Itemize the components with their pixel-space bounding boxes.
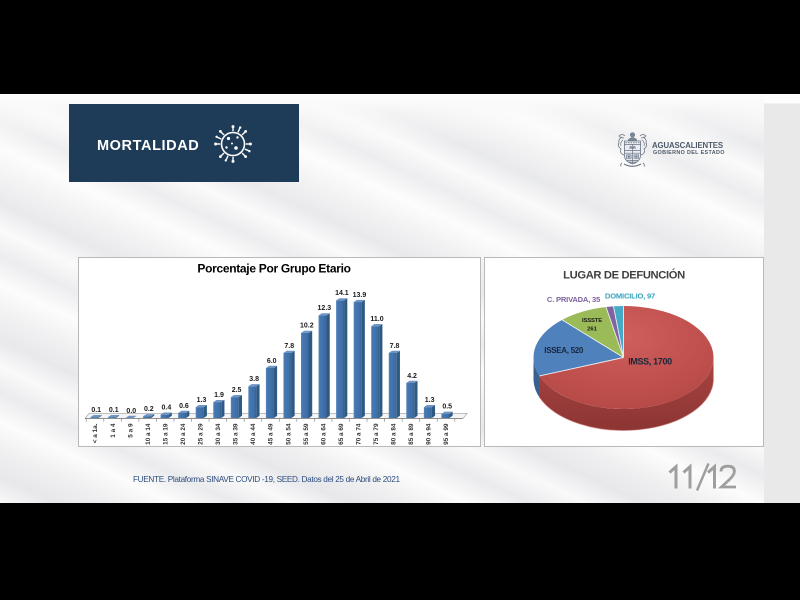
svg-text:11.0: 11.0 (370, 316, 383, 323)
svg-text:ISSSTE: ISSSTE (582, 318, 602, 324)
svg-text:3.8: 3.8 (249, 376, 259, 383)
svg-text:0.4: 0.4 (162, 404, 172, 411)
svg-text:1 a 4: 1 a 4 (110, 423, 117, 438)
svg-text:1.9: 1.9 (214, 392, 224, 399)
svg-text:10.2: 10.2 (300, 323, 314, 330)
svg-text:4.2: 4.2 (407, 373, 417, 380)
svg-text:7.8: 7.8 (390, 343, 400, 350)
svg-text:70 a 74: 70 a 74 (355, 423, 362, 445)
svg-text:35 a 39: 35 a 39 (233, 423, 240, 445)
svg-text:1.3: 1.3 (197, 397, 207, 404)
svg-text:60 a 64: 60 a 64 (320, 423, 327, 445)
svg-text:90 a 94: 90 a 94 (426, 423, 433, 445)
svg-text:LUGAR DE DEFUNCIÓN: LUGAR DE DEFUNCIÓN (563, 269, 685, 282)
svg-text:40 a 44: 40 a 44 (250, 423, 257, 445)
svg-text:12.3: 12.3 (318, 305, 332, 312)
svg-text:80 a 84: 80 a 84 (391, 423, 398, 445)
svg-text:0.2: 0.2 (144, 406, 154, 413)
svg-text:2.5: 2.5 (232, 387, 242, 394)
svg-text:0.1: 0.1 (91, 407, 101, 414)
svg-text:1.3: 1.3 (425, 397, 435, 404)
svg-text:10 a 14: 10 a 14 (145, 423, 152, 445)
svg-text:C. PRIVADA, 35: C. PRIVADA, 35 (547, 295, 601, 304)
svg-text:DOMICILIO, 97: DOMICILIO, 97 (605, 292, 655, 301)
svg-text:7.8: 7.8 (284, 343, 294, 350)
svg-text:< a 1a.: < a 1a. (92, 423, 99, 443)
svg-text:6.0: 6.0 (267, 358, 277, 365)
svg-text:65 a 69: 65 a 69 (338, 423, 345, 445)
svg-text:5 a 9: 5 a 9 (127, 423, 134, 438)
svg-text:75 a 79: 75 a 79 (373, 423, 380, 445)
svg-text:Porcentaje Por Grupo Etario: Porcentaje Por Grupo Etario (197, 262, 350, 276)
svg-text:14.1: 14.1 (335, 290, 349, 297)
svg-text:IMSS, 1700: IMSS, 1700 (628, 357, 672, 367)
svg-text:0.1: 0.1 (109, 407, 119, 414)
svg-text:0.6: 0.6 (179, 403, 189, 410)
svg-text:0.5: 0.5 (442, 404, 452, 411)
svg-text:45 a 49: 45 a 49 (268, 423, 275, 445)
svg-text:30 a 34: 30 a 34 (215, 423, 222, 445)
svg-text:261: 261 (587, 327, 598, 333)
svg-text:0.0: 0.0 (126, 408, 136, 415)
svg-text:85 a 89: 85 a 89 (408, 423, 415, 445)
svg-text:13.9: 13.9 (353, 292, 367, 299)
svg-text:95 a 99: 95 a 99 (443, 423, 450, 445)
svg-text:20 a 24: 20 a 24 (180, 423, 187, 445)
svg-text:15 a 19: 15 a 19 (162, 423, 169, 445)
svg-text:50 a 54: 50 a 54 (285, 423, 292, 445)
svg-text:25 a 29: 25 a 29 (198, 423, 205, 445)
svg-text:ISSEA, 520: ISSEA, 520 (544, 346, 584, 355)
svg-text:55 a 59: 55 a 59 (303, 423, 310, 445)
